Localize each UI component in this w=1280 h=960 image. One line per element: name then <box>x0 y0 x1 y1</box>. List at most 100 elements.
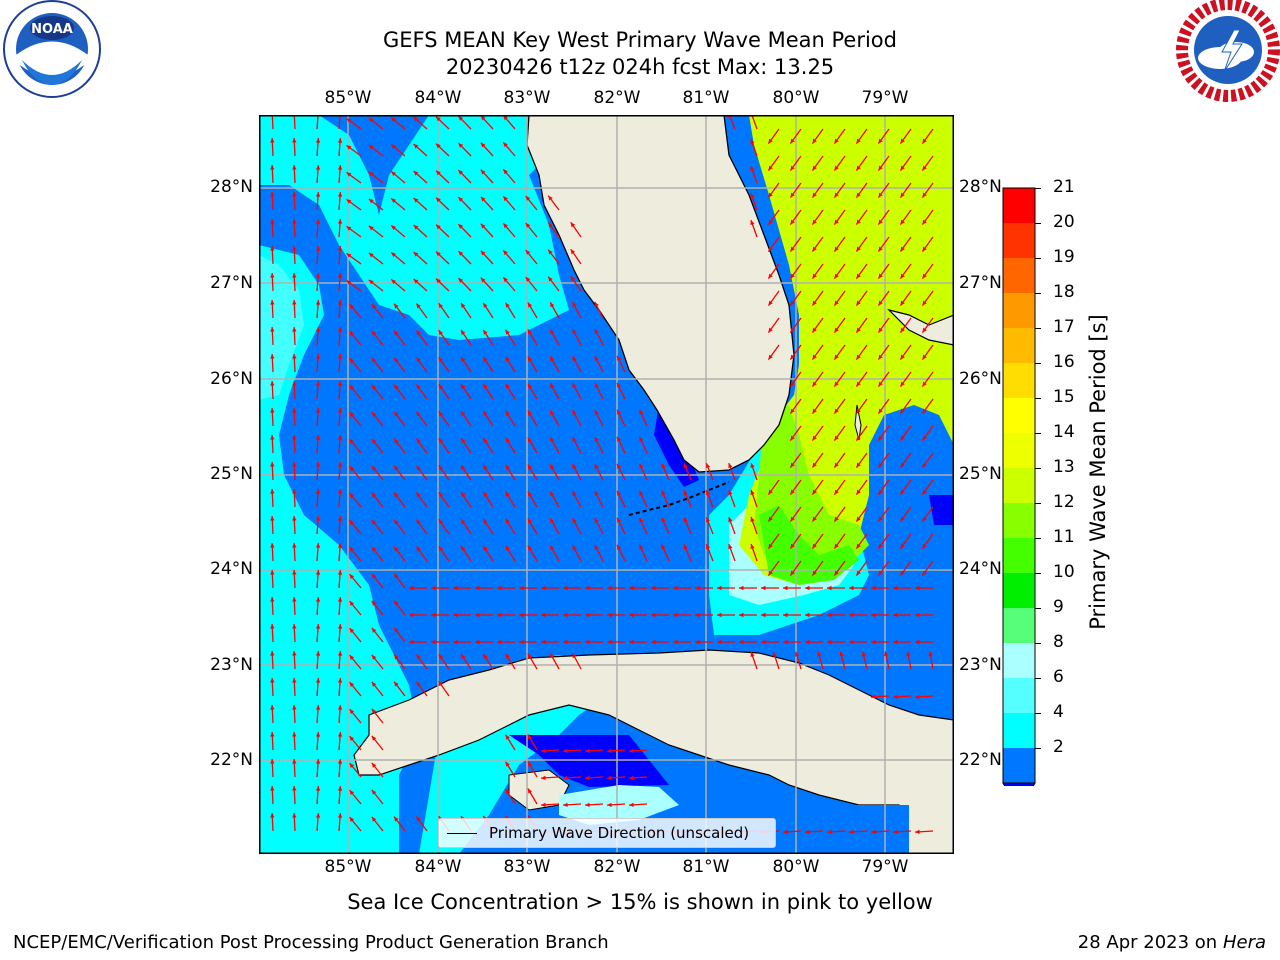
wave-arrow-head <box>900 435 905 441</box>
map-panel <box>259 115 954 854</box>
legend-label: Primary Wave Direction (unscaled) <box>489 824 750 842</box>
wave-arrow-head <box>315 138 321 143</box>
wave-arrow-head <box>409 639 414 645</box>
wave-arrow-head <box>270 813 275 818</box>
wave-arrow-head <box>706 517 711 523</box>
wave-arrow-head <box>346 253 352 258</box>
wave-arrow-head <box>761 639 766 645</box>
wave-arrow-head <box>391 279 396 284</box>
wave-arrow-head <box>458 251 464 256</box>
wave-arrow-head <box>394 681 399 687</box>
colorbar-segment <box>1003 258 1035 293</box>
wave-arrow-head <box>900 570 905 576</box>
wave-arrow-head <box>834 354 839 360</box>
wave-arrow-head <box>461 357 466 362</box>
wave-arrow-head <box>292 273 297 278</box>
wave-arrow-head <box>438 681 443 687</box>
wave-arrow-head <box>337 597 343 602</box>
wave-arrow-head <box>812 543 817 549</box>
wave-arrow-head <box>337 381 343 386</box>
wave-arrow-head <box>480 142 486 148</box>
wave-arrow-head <box>270 624 275 629</box>
wave-arrow-head <box>878 219 883 225</box>
wave-arrow-head <box>878 543 883 549</box>
wave-arrow-head <box>922 273 927 279</box>
wave-arrow-head <box>505 491 510 497</box>
lat-label-left: 27°N <box>210 273 253 293</box>
wave-arrow-head <box>349 385 355 390</box>
wave-arrow-head <box>906 651 911 657</box>
colorbar-tick-label: 18 <box>1053 282 1075 302</box>
wave-arrow-head <box>768 489 773 495</box>
wave-arrow-head <box>673 639 678 645</box>
wave-arrow-head <box>458 278 464 283</box>
wave-arrow-head <box>458 116 464 121</box>
wave-arrow-head <box>750 463 755 468</box>
wave-arrow-head <box>527 545 532 551</box>
wave-arrow-head <box>922 219 927 225</box>
wave-arrow-head <box>878 489 883 495</box>
wave-arrow-head <box>834 327 839 333</box>
map-frame <box>259 115 954 854</box>
lon-label-top: 85°W <box>324 88 372 108</box>
wave-arrow-head <box>856 516 861 522</box>
lon-label-bottom: 80°W <box>772 857 820 877</box>
wave-arrow-head <box>438 438 443 444</box>
wave-arrow-head <box>519 612 524 618</box>
wave-arrow-head <box>391 117 396 122</box>
wave-arrow-head <box>461 519 466 524</box>
wave-arrow-head <box>922 435 927 441</box>
wave-arrow-head <box>371 789 377 795</box>
wave-arrow-head <box>503 277 508 283</box>
wave-arrow-head <box>673 612 678 618</box>
wave-arrow-head <box>594 437 599 442</box>
wave-arrow-head <box>292 219 297 224</box>
colorbar-tick-label: 8 <box>1053 632 1064 652</box>
colorbar-tick-mark <box>1035 713 1041 714</box>
wave-arrow-head <box>548 195 553 201</box>
wave-arrow-head <box>292 813 297 818</box>
wave-arrow-head <box>900 192 905 198</box>
wave-arrow-head <box>527 788 532 794</box>
wave-arrow-head <box>594 545 599 550</box>
wave-arrow-head <box>750 517 755 522</box>
wave-arrow-head <box>827 612 832 618</box>
wave-arrow-head <box>337 705 343 710</box>
wave-arrow-head <box>461 330 466 335</box>
wave-arrow-head <box>527 518 532 524</box>
wave-arrow-head <box>371 438 377 444</box>
wave-arrow-shaft <box>338 115 341 130</box>
cyan-region-west <box>259 245 419 854</box>
wave-arrow-head <box>572 464 577 470</box>
wave-arrow-head <box>480 115 486 121</box>
wave-arrow-head <box>292 786 297 791</box>
wave-arrow-head <box>368 144 374 150</box>
wave-arrow-head <box>483 545 488 551</box>
wave-arrow-head <box>527 356 532 362</box>
colorbar-segment <box>1003 398 1035 433</box>
wave-arrow-head <box>416 411 421 417</box>
wave-arrow-head <box>572 518 577 524</box>
wave-arrow-head <box>871 585 876 591</box>
wave-arrow-head <box>550 518 555 524</box>
lat-label-left: 26°N <box>210 369 253 389</box>
colorbar-segment <box>1003 748 1035 783</box>
wave-arrow-head <box>878 273 883 279</box>
wave-arrow-head <box>497 585 502 591</box>
wave-arrow-head <box>594 329 599 334</box>
wave-arrow-head <box>527 491 532 497</box>
wave-arrow-head <box>270 327 275 332</box>
wave-arrow-head <box>270 435 275 440</box>
wave-arrow-head <box>900 381 905 387</box>
wave-arrow-head <box>461 492 466 497</box>
wave-arrow-head <box>461 546 466 551</box>
wave-arrow-head <box>292 435 297 440</box>
wave-arrow-head <box>346 172 352 177</box>
colorbar-tick-label: 19 <box>1053 247 1075 267</box>
wave-arrow-head <box>812 273 817 279</box>
wave-arrow-head <box>315 435 321 440</box>
wave-arrow-head <box>915 612 920 618</box>
wave-arrow-head <box>371 411 377 417</box>
wave-arrow-head <box>337 489 343 494</box>
wave-arrow-head <box>878 192 883 198</box>
